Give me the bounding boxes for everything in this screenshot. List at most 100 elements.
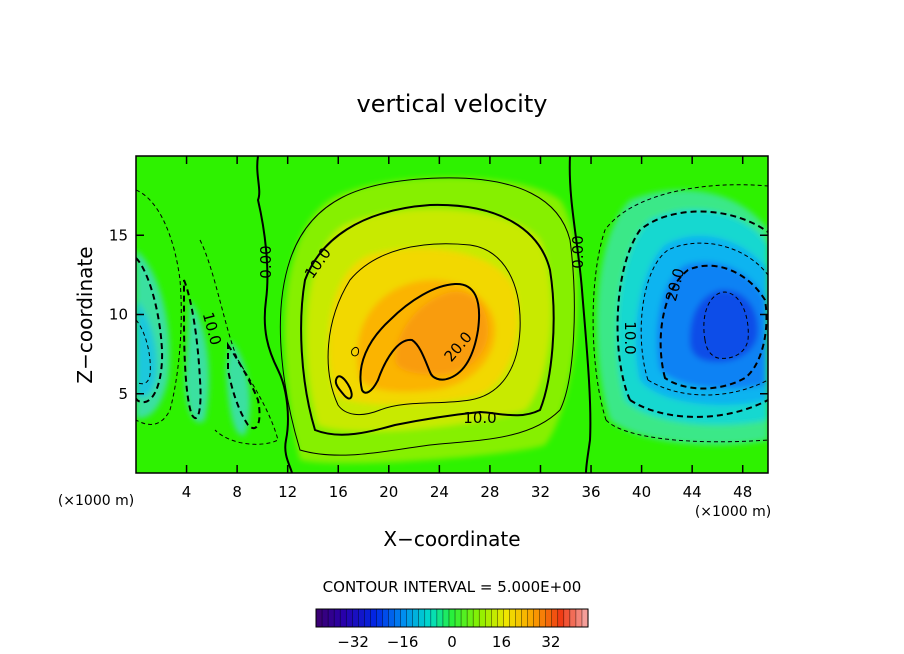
colorbar-segment (539, 609, 547, 627)
colorbar-segment (533, 609, 541, 627)
downdraft-right-contour-25 (703, 291, 749, 359)
contour-interval-text: CONTOUR INTERVAL = 5.000E+00 (323, 578, 582, 596)
zero-contour-left (256, 156, 293, 473)
colorbar-segment (557, 609, 565, 627)
colorbar-label-1: −16 (387, 633, 419, 651)
colorbar-segment (322, 609, 329, 627)
colorbar-segment (521, 609, 529, 627)
zero-contour-right (568, 156, 592, 473)
colorbar-segment (509, 609, 517, 627)
colorbar-segment (352, 609, 359, 627)
x-tick-label-8: 36 (581, 483, 600, 501)
colorbar-segment (497, 609, 504, 627)
downdraft-right-level-25 (689, 289, 758, 362)
colorbar-segment (442, 609, 450, 627)
colorbar-segment (340, 609, 347, 627)
x-tick-label-0: 4 (182, 483, 192, 501)
colorbar-label-3: 16 (492, 633, 511, 651)
downdraft-right-contour-5 (592, 184, 768, 421)
x-tick-label-5: 24 (430, 483, 449, 501)
x-unit-right: (×1000 m) (695, 504, 771, 520)
colorbar-segment (400, 609, 408, 627)
colorbar (315, 608, 589, 628)
y-tick-label-0: 5 (118, 385, 128, 403)
colorbar-segment (436, 609, 444, 627)
contour-label-1: 0.00 (569, 235, 587, 268)
colorbar-segment (473, 609, 480, 627)
colorbar-label-4: 32 (541, 633, 560, 651)
x-tick-label-7: 32 (531, 483, 550, 501)
downdraft-left-contour-15 (136, 319, 151, 385)
x-tick-label-3: 16 (329, 483, 348, 501)
colorbar-segment (346, 609, 353, 627)
updraft-contour-15b (351, 346, 359, 357)
colorbar-segment (491, 609, 498, 627)
colorbar-segment (376, 609, 384, 627)
colorbar-segment (563, 609, 571, 627)
colorbar-segment (448, 609, 456, 627)
colorbar-segment (569, 609, 577, 627)
x-unit-left: (×1000 m) (58, 493, 134, 509)
mid-cell-contour-5 (199, 239, 279, 445)
x-tick-label-9: 40 (632, 483, 651, 501)
colorbar-label-2: 0 (447, 633, 457, 651)
contour-label-6: 10.0 (621, 321, 639, 354)
colorbar-segment (527, 609, 535, 627)
colorbar-segment (581, 609, 589, 627)
downdraft-right-contour-15 (640, 242, 768, 396)
x-tick-label-11: 48 (733, 483, 752, 501)
contour-label-4: 10.0 (463, 409, 496, 427)
colorbar-segment (418, 609, 426, 627)
contour-lines (136, 156, 768, 473)
colorbar-segment (424, 609, 432, 627)
x-tick-label-10: 44 (683, 483, 702, 501)
colorbar-segment (328, 609, 335, 627)
chart-title: vertical velocity (357, 90, 548, 118)
colorbar-segment (551, 609, 559, 627)
updraft-contour-20b (334, 375, 353, 400)
y-tick-label-1: 10 (109, 306, 128, 324)
downdraft-left-contour-5 (136, 189, 182, 425)
updraft-contour-20 (359, 282, 481, 394)
x-tick-label-6: 28 (480, 483, 499, 501)
colorbar-segment (467, 609, 474, 627)
downdraft-left-contour-10 (136, 257, 164, 404)
x-tick-label-4: 20 (379, 483, 398, 501)
colorbar-segment (388, 609, 396, 627)
mid-cell-contour-10 (183, 279, 202, 419)
y-axis-ticks: 5 10 15 (109, 226, 768, 403)
y-tick-label-2: 15 (109, 226, 128, 244)
colorbar-segment (455, 609, 462, 627)
colorbar-segment (575, 609, 583, 627)
downdraft-right-contour-10 (616, 210, 768, 418)
contour-label-0: 0.00 (257, 245, 275, 278)
colorbar-segment (394, 609, 402, 627)
colorbar-segment (370, 609, 378, 627)
colorbar-segment (515, 609, 523, 627)
colorbar-segment (358, 609, 365, 627)
colorbar-segment (412, 609, 420, 627)
colorbar-segment (479, 609, 486, 627)
updraft-level-25 (395, 291, 489, 375)
colorbar-segment (503, 609, 511, 627)
colorbar-segment (334, 609, 341, 627)
downdraft-right-contour-20 (659, 264, 768, 390)
colorbar-segment (382, 609, 390, 627)
colorbar-labels: −32 −16 0 16 32 (337, 633, 560, 651)
downdraft-left-level-10 (136, 300, 157, 398)
mid-cell-contour-10b (227, 341, 261, 430)
colorbar-segment (545, 609, 553, 627)
x-tick-label-1: 8 (232, 483, 242, 501)
x-tick-label-2: 12 (278, 483, 297, 501)
colorbar-segment (461, 609, 468, 627)
updraft-contour-10 (300, 203, 555, 436)
updraft-contour-5 (279, 177, 575, 456)
y-axis-label: Z−coordinate (73, 246, 97, 383)
colorbar-segment (430, 609, 438, 627)
x-axis-ticks: 4 8 12 16 20 24 28 32 36 40 44 48 (182, 156, 752, 501)
colorbar-segment (364, 609, 371, 627)
downdraft-right-contour-5b (605, 419, 768, 443)
contour-fill (136, 156, 768, 473)
colorbar-label-0: −32 (337, 633, 369, 651)
